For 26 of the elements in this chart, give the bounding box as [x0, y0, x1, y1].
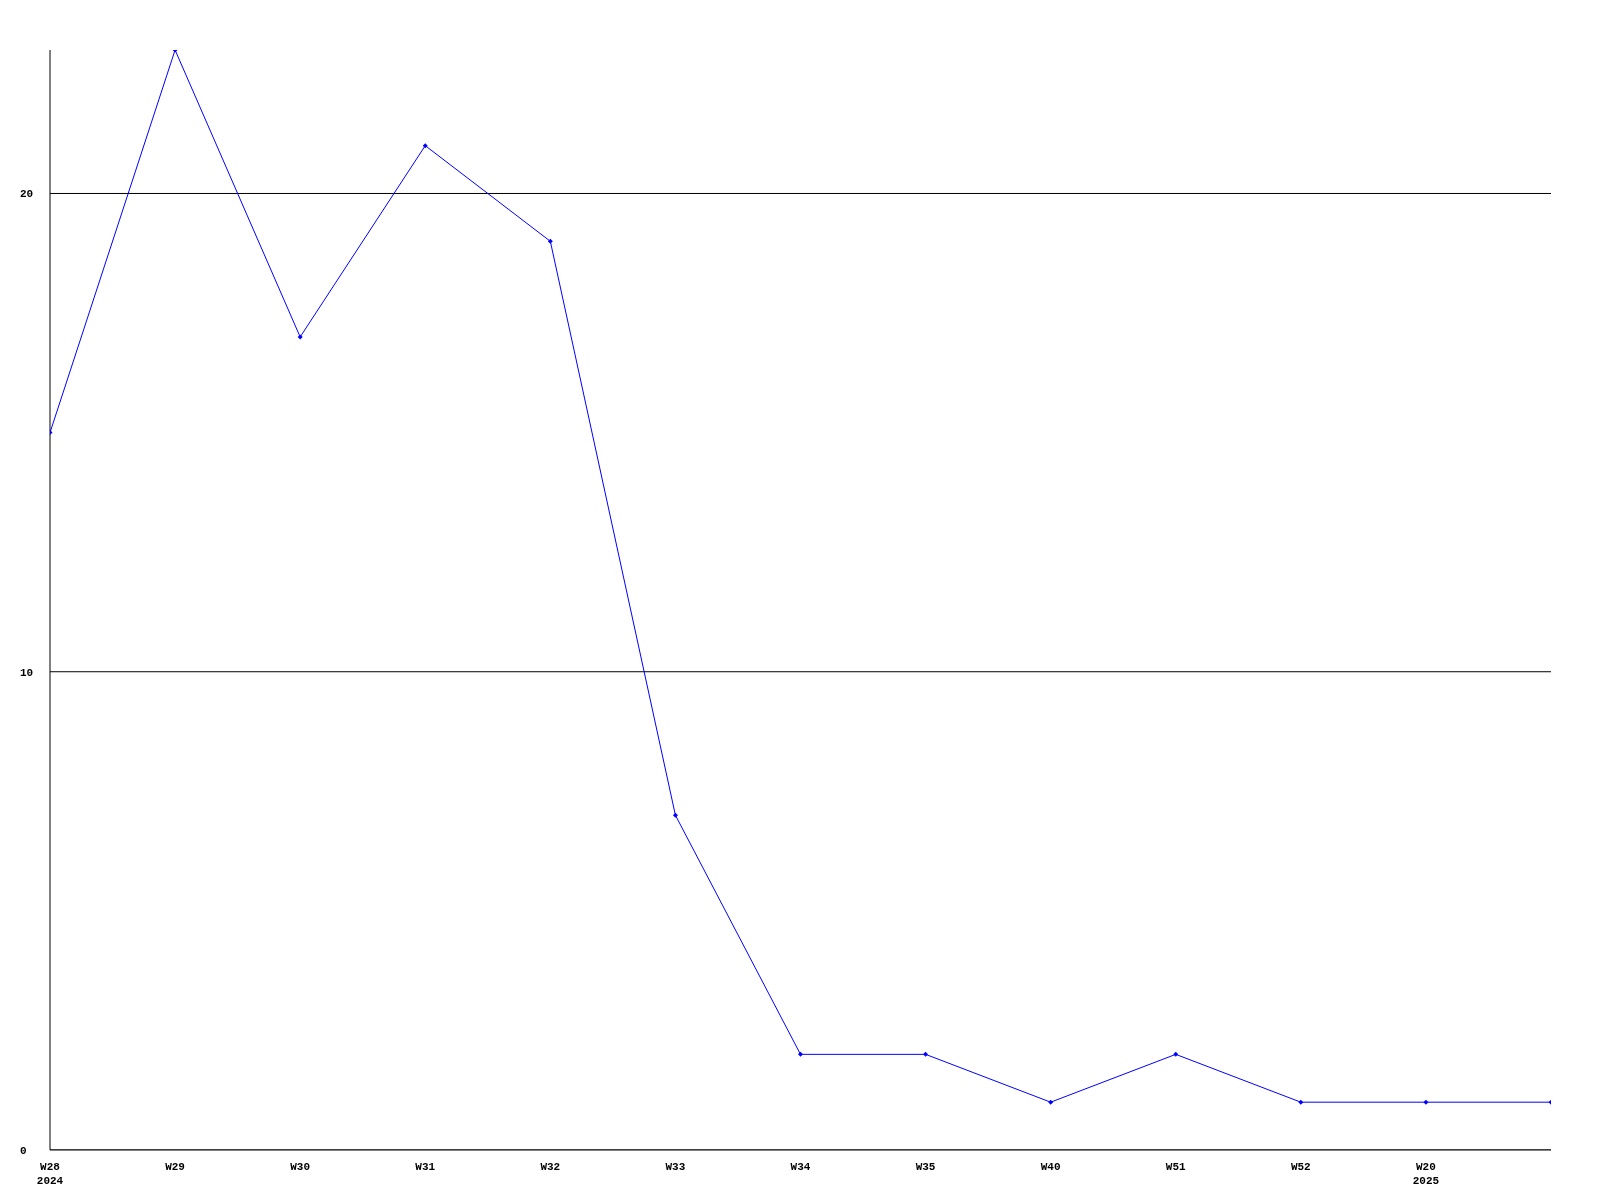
- point: [1173, 1051, 1179, 1057]
- y-tick-label: 10: [20, 666, 34, 679]
- x-tick-label: W33: [665, 1161, 686, 1173]
- point: [547, 238, 553, 244]
- point: [1298, 1099, 1304, 1105]
- point: [672, 812, 678, 818]
- x-tick-label: W28 2024: [36, 1161, 64, 1187]
- point: [798, 1051, 803, 1057]
- x-tick-label: W30: [290, 1161, 311, 1173]
- x-tick-label: W35: [915, 1161, 936, 1173]
- x-tick-label: W52: [1290, 1161, 1311, 1173]
- point: [297, 334, 303, 340]
- point: [422, 143, 428, 149]
- point: [1423, 1099, 1429, 1105]
- x-tick-label: W32: [540, 1161, 561, 1173]
- x-tick-label: W40: [1040, 1161, 1061, 1173]
- x-tick-label: W20 2025: [1412, 1161, 1440, 1187]
- x-tick-label: W34: [790, 1161, 811, 1173]
- point: [1048, 1099, 1054, 1105]
- y-tick-label: 0: [20, 1145, 27, 1157]
- x-tick-label: W31: [415, 1161, 436, 1173]
- point: [923, 1051, 929, 1057]
- x-tick-label: W29: [165, 1161, 185, 1173]
- y-tick-label: 20: [20, 188, 34, 201]
- line-series: [50, 50, 1551, 1105]
- x-tick-label: W51: [1165, 1161, 1187, 1173]
